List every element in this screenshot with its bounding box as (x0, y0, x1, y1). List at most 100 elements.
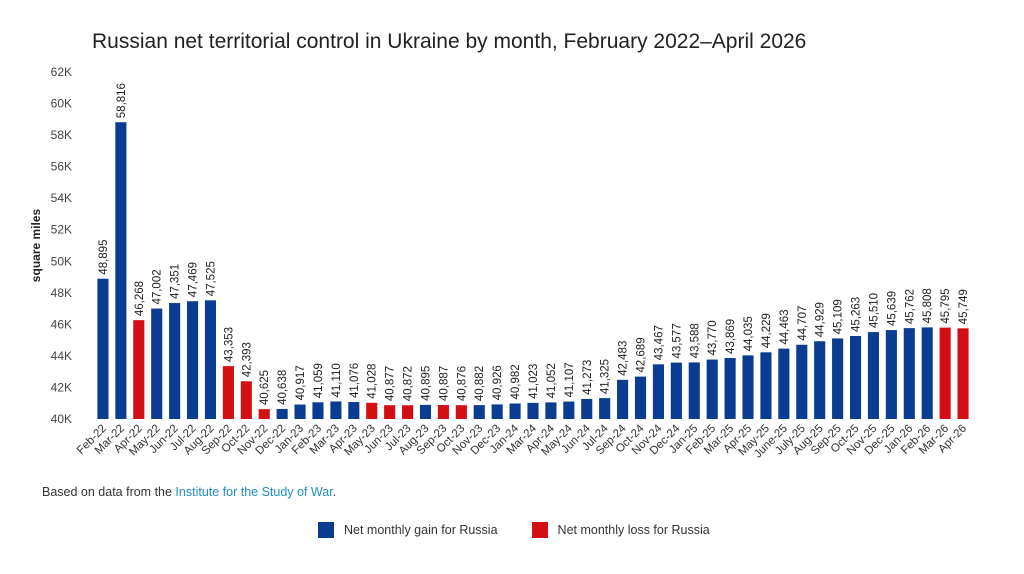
data-label: 44,463 (779, 309, 791, 344)
bar-jun-23[interactable] (384, 405, 396, 419)
data-label: 47,351 (170, 264, 182, 299)
bar-nov-23[interactable] (473, 405, 485, 419)
bars-group (97, 122, 969, 419)
bar-nov-25[interactable] (867, 332, 880, 419)
data-label: 43,577 (671, 323, 683, 358)
data-label: 48,895 (98, 240, 110, 275)
data-label: 43,869 (725, 319, 737, 354)
bar-mar-22[interactable] (115, 122, 127, 419)
data-label: 41,107 (564, 362, 576, 397)
bar-sep-23[interactable] (437, 405, 449, 419)
data-label: 43,770 (707, 320, 719, 355)
bar-apr-24[interactable] (545, 402, 557, 419)
bar-june-25[interactable] (778, 348, 790, 419)
bar-may-24[interactable] (563, 401, 575, 419)
bar-dec-23[interactable] (491, 404, 503, 419)
data-label: 47,469 (188, 262, 200, 297)
data-label: 42,689 (636, 337, 648, 372)
data-label: 44,707 (797, 306, 809, 341)
data-label: 40,926 (492, 365, 504, 400)
data-label: 45,749 (958, 289, 970, 324)
bar-july-25[interactable] (796, 344, 808, 419)
bar-apr-23[interactable] (348, 402, 360, 419)
bar-dec-24[interactable] (670, 362, 682, 419)
data-label: 45,808 (922, 288, 934, 323)
legend-label-gain: Net monthly gain for Russia (344, 523, 498, 537)
data-label: 43,467 (653, 325, 665, 360)
bar-dec-25[interactable] (885, 330, 897, 419)
source-link[interactable]: Institute for the Study of War (175, 485, 333, 499)
bar-jan-26[interactable] (903, 328, 915, 419)
bar-jul-23[interactable] (402, 405, 414, 419)
data-label: 44,929 (815, 302, 827, 337)
data-label: 45,109 (833, 299, 845, 334)
source-prefix: Based on data from the (42, 485, 176, 499)
y-tick-label: 48K (51, 286, 72, 300)
bar-jul-22[interactable] (186, 301, 199, 419)
y-tick-label: 62K (51, 65, 72, 79)
data-label: 41,325 (600, 359, 612, 394)
bar-jun-24[interactable] (581, 398, 593, 419)
y-tick-label: 56K (51, 160, 72, 174)
data-label: 40,638 (277, 370, 289, 405)
data-label: 40,876 (456, 366, 468, 401)
bar-mar-25[interactable] (724, 357, 736, 419)
chart-legend: Net monthly gain for Russia Net monthly … (318, 522, 744, 538)
bar-jan-24[interactable] (509, 403, 521, 419)
bar-mar-26[interactable] (939, 327, 951, 419)
bar-dec-22[interactable] (276, 408, 288, 419)
bar-mar-24[interactable] (527, 402, 539, 419)
bar-oct-23[interactable] (455, 405, 467, 419)
data-label: 40,917 (295, 365, 307, 400)
bar-jan-25[interactable] (688, 362, 700, 419)
data-label: 45,639 (886, 291, 898, 326)
bar-may-23[interactable] (366, 402, 378, 419)
bar-feb-22[interactable] (97, 278, 109, 419)
y-tick-label: 60K (51, 97, 72, 111)
data-label: 44,229 (761, 313, 773, 348)
bar-jan-23[interactable] (294, 404, 306, 419)
bar-jun-22[interactable] (169, 303, 181, 419)
data-label: 40,877 (385, 366, 397, 401)
bar-feb-23[interactable] (312, 402, 324, 419)
y-axis-label: square miles (29, 208, 43, 282)
bar-nov-22[interactable] (258, 409, 270, 419)
bar-sep-22[interactable] (222, 366, 234, 419)
data-label: 42,393 (241, 342, 253, 377)
source-note: Based on data from the Institute for the… (42, 485, 336, 499)
bar-apr-26[interactable] (957, 328, 969, 419)
bar-mar-23[interactable] (330, 401, 342, 419)
legend-item-loss[interactable]: Net monthly loss for Russia (531, 522, 710, 538)
bar-aug-25[interactable] (814, 341, 826, 419)
bar-jul-24[interactable] (599, 398, 611, 419)
bar-oct-24[interactable] (634, 376, 647, 419)
data-label: 43,353 (223, 327, 235, 362)
bar-aug-22[interactable] (204, 300, 217, 419)
data-labels-group: 48,895 58,816 46,268 47,002 47,351 47,469 47,5… (98, 83, 970, 405)
y-tick-label: 46K (51, 317, 72, 331)
bar-nov-24[interactable] (652, 364, 664, 419)
bar-apr-22[interactable] (133, 320, 145, 419)
legend-swatch-loss (531, 522, 548, 538)
chart-title: Russian net territorial control in Ukrai… (92, 30, 806, 53)
data-label: 41,076 (349, 363, 361, 398)
bar-oct-25[interactable] (849, 335, 862, 419)
source-suffix: . (332, 485, 337, 499)
data-label: 45,762 (904, 289, 916, 324)
bar-oct-22[interactable] (240, 381, 252, 419)
data-label: 44,035 (743, 316, 755, 351)
y-tick-label: 54K (51, 191, 72, 205)
bar-may-22[interactable] (151, 308, 163, 419)
bar-apr-25[interactable] (742, 355, 754, 419)
bar-aug-23[interactable] (419, 404, 432, 419)
bar-feb-26[interactable] (921, 327, 933, 419)
bar-sep-24[interactable] (617, 379, 629, 419)
legend-item-gain[interactable]: Net monthly gain for Russia (318, 522, 498, 538)
data-label: 40,982 (510, 364, 522, 399)
bar-sep-25[interactable] (832, 338, 844, 419)
bar-feb-25[interactable] (706, 359, 718, 419)
y-tick-label: 50K (51, 254, 72, 268)
x-axis-ticks: Feb-22Mar-22Apr-22May-22Jun-22Jul-22Aug-… (75, 422, 969, 460)
bar-may-25[interactable] (760, 352, 772, 419)
y-axis-ticks: 40K 42K 44K 46K 48K 50K 52K 54K 56K 58K 60K 62K (51, 65, 72, 426)
